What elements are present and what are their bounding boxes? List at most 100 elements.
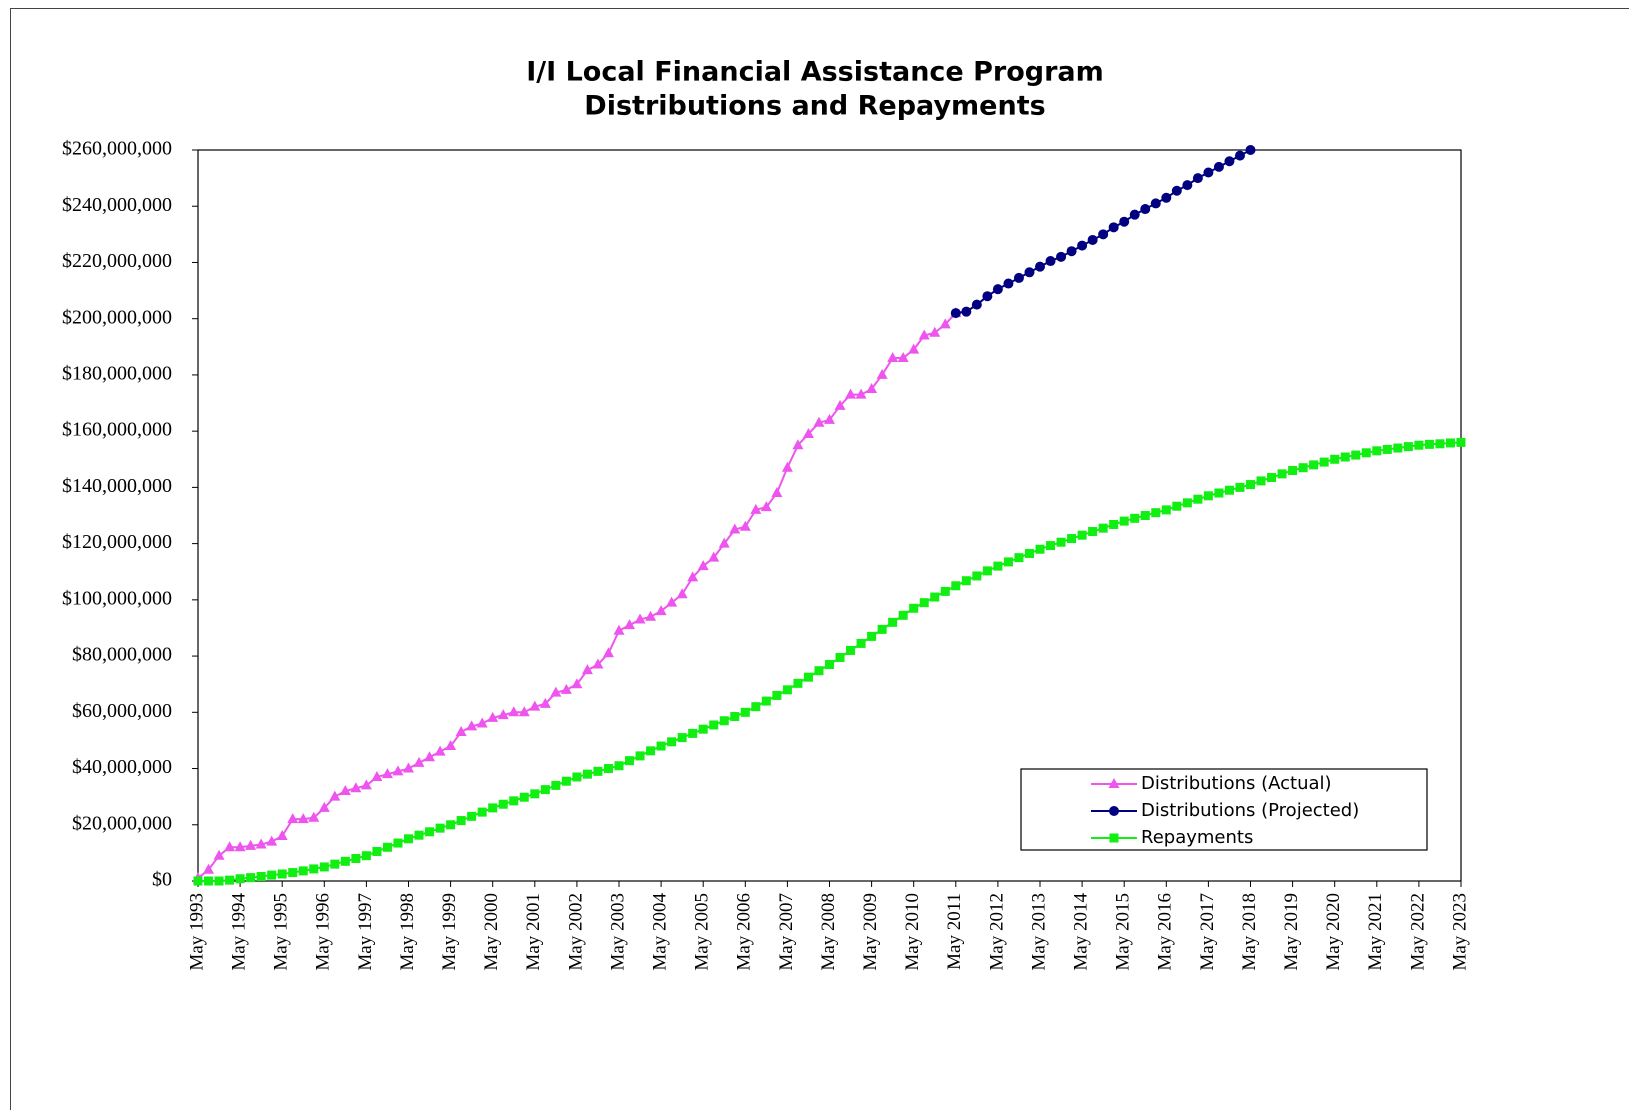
x-tick-label: May 2009 xyxy=(860,893,881,971)
x-tick-label: May 1998 xyxy=(397,893,418,971)
marker xyxy=(277,869,287,879)
marker xyxy=(688,728,698,738)
marker xyxy=(972,571,982,581)
marker xyxy=(572,772,582,782)
marker xyxy=(1330,454,1340,464)
marker xyxy=(309,864,319,874)
x-tick-label: May 2016 xyxy=(1155,893,1176,971)
marker xyxy=(888,617,898,627)
marker xyxy=(213,849,225,860)
marker xyxy=(1382,444,1392,454)
legend-label: Distributions (Actual) xyxy=(1141,773,1332,794)
marker xyxy=(318,801,330,812)
marker xyxy=(1161,505,1171,515)
y-tick-label: $160,000,000 xyxy=(62,419,172,441)
marker xyxy=(898,610,908,620)
marker xyxy=(667,737,677,747)
marker xyxy=(751,702,761,712)
marker xyxy=(381,768,393,779)
marker xyxy=(1003,278,1014,289)
marker xyxy=(792,439,804,450)
marker xyxy=(508,706,520,717)
marker xyxy=(530,789,540,799)
marker xyxy=(476,717,488,728)
marker xyxy=(1119,216,1130,227)
marker xyxy=(846,645,856,655)
marker xyxy=(339,785,351,796)
marker xyxy=(1403,442,1413,452)
marker xyxy=(698,724,708,734)
legend-marker xyxy=(1109,833,1119,843)
marker xyxy=(656,741,666,751)
marker xyxy=(845,388,857,399)
x-tick-label: May 2019 xyxy=(1281,893,1302,971)
x-tick-label: May 1996 xyxy=(313,893,334,971)
x-tick-label: May 2006 xyxy=(734,893,755,971)
marker xyxy=(1319,457,1329,467)
marker xyxy=(560,683,572,694)
marker xyxy=(802,427,814,438)
marker xyxy=(1077,530,1087,540)
marker xyxy=(203,863,215,874)
marker xyxy=(1056,537,1066,547)
marker xyxy=(581,664,593,675)
marker xyxy=(1119,516,1129,526)
marker xyxy=(867,631,877,641)
marker xyxy=(761,696,771,706)
marker xyxy=(1077,240,1088,251)
x-tick-label: May 2015 xyxy=(1113,893,1134,971)
marker xyxy=(435,823,445,833)
marker xyxy=(782,685,792,695)
marker xyxy=(414,830,424,840)
marker xyxy=(477,807,487,817)
marker xyxy=(1150,198,1161,209)
marker xyxy=(835,652,845,662)
x-tick-label: May 2001 xyxy=(523,893,544,971)
marker xyxy=(518,706,530,717)
marker xyxy=(1056,251,1067,262)
marker xyxy=(382,842,392,852)
marker xyxy=(760,501,772,512)
marker xyxy=(1109,519,1119,529)
marker xyxy=(1424,439,1434,449)
marker xyxy=(708,551,720,562)
marker xyxy=(488,803,498,813)
marker xyxy=(1298,463,1308,473)
marker xyxy=(645,610,657,621)
marker xyxy=(730,712,740,722)
y-tick-label: $80,000,000 xyxy=(72,644,172,666)
marker xyxy=(603,764,613,774)
y-tick-label: $120,000,000 xyxy=(62,531,172,553)
marker xyxy=(793,678,803,688)
marker xyxy=(1140,204,1151,215)
marker xyxy=(1045,256,1056,267)
marker xyxy=(729,523,741,534)
marker xyxy=(372,846,382,856)
marker xyxy=(950,308,961,319)
x-tick-label: May 1999 xyxy=(439,893,460,971)
marker xyxy=(297,813,309,824)
marker xyxy=(709,720,719,730)
marker xyxy=(308,811,320,822)
marker xyxy=(1203,167,1214,178)
marker xyxy=(866,382,878,393)
marker xyxy=(781,461,793,472)
marker xyxy=(1288,466,1298,476)
marker xyxy=(1235,482,1245,492)
marker xyxy=(455,725,467,736)
marker xyxy=(234,841,246,852)
marker xyxy=(930,592,940,602)
x-tick-label: May 2000 xyxy=(481,893,502,971)
y-tick-label: $200,000,000 xyxy=(62,306,172,328)
marker xyxy=(340,856,350,866)
marker xyxy=(814,666,824,676)
marker xyxy=(602,647,614,658)
marker xyxy=(1066,246,1077,257)
x-tick-label: May 1997 xyxy=(355,893,376,971)
marker xyxy=(276,830,288,841)
marker xyxy=(824,413,835,424)
marker xyxy=(918,329,930,340)
marker xyxy=(1088,527,1098,537)
marker xyxy=(625,756,635,766)
x-tick-label: May 2011 xyxy=(944,893,965,970)
